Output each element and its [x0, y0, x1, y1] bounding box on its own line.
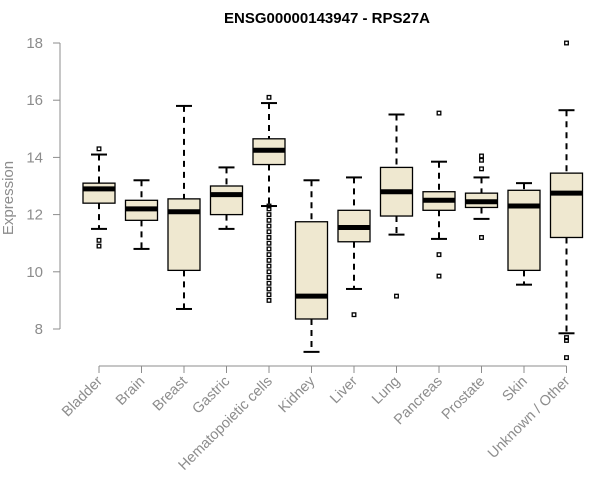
x-category-label: Kidney: [276, 373, 319, 416]
outlier-point: [479, 166, 484, 172]
outlier-point: [266, 263, 272, 269]
box-bladder: [82, 146, 116, 249]
y-tick-label: 14: [26, 149, 43, 166]
outlier-point: [266, 257, 272, 263]
y-tick-label: 8: [35, 321, 43, 338]
outlier-point: [266, 94, 272, 100]
outlier-point: [564, 355, 569, 361]
outlier-point: [266, 246, 272, 252]
outlier-point: [266, 297, 272, 303]
outlier-point: [266, 217, 272, 223]
chart-title: ENSG00000143947 - RPS27A: [224, 10, 430, 27]
box-hematopoietic-cells: [252, 94, 286, 303]
outlier-point: [436, 110, 442, 116]
outlier-point: [351, 312, 357, 318]
x-category-label: Lung: [369, 374, 403, 408]
x-category-label: Liver: [327, 373, 361, 407]
outlier-point: [564, 337, 569, 343]
y-tick-label: 12: [26, 207, 43, 224]
outlier-point: [266, 275, 272, 280]
iqr-box: [209, 185, 244, 216]
outlier-point: [266, 223, 272, 229]
iqr-box: [294, 221, 329, 320]
outlier-point: [96, 146, 102, 152]
box-lung: [379, 113, 414, 299]
outlier-point: [266, 229, 272, 235]
outlier-point: [266, 240, 272, 246]
outlier-point: [266, 280, 272, 286]
outlier-point: [436, 273, 442, 279]
outlier-point: [394, 293, 399, 299]
box-pancreas: [422, 110, 456, 279]
outlier-point: [266, 252, 272, 258]
outlier-point: [266, 292, 272, 298]
outlier-point: [436, 252, 442, 258]
box-breast: [167, 104, 201, 310]
y-axis: 8 10 12 14 16 18: [26, 35, 61, 338]
iqr-box: [82, 182, 116, 204]
iqr-box: [549, 172, 584, 239]
outlier-point: [96, 237, 102, 243]
y-tick-label: 16: [26, 92, 43, 109]
box-unknown-other: [549, 40, 584, 361]
box-gastric: [209, 166, 244, 230]
outlier-point: [564, 335, 569, 341]
iqr-box: [507, 189, 541, 272]
box-prostate: [464, 153, 499, 240]
outlier-point: [564, 40, 569, 46]
outlier-point: [266, 235, 272, 240]
x-category-label: Prostate: [439, 374, 488, 423]
x-category-label: Unknown / Other: [485, 373, 573, 461]
outlier-point: [266, 206, 272, 212]
outlier-point: [266, 269, 272, 275]
box-liver: [337, 176, 371, 318]
x-category-label: Skin: [500, 374, 531, 405]
outlier-point: [266, 203, 272, 209]
box-skin: [507, 182, 541, 286]
y-tick-label: 18: [26, 35, 43, 52]
y-tick-label: 10: [26, 264, 43, 281]
x-category-label: Brain: [113, 374, 148, 409]
x-category-label: Breast: [150, 374, 191, 415]
y-axis-label: Expression: [0, 161, 17, 235]
outlier-point: [479, 157, 484, 163]
x-category-label: Bladder: [59, 373, 106, 420]
box-series: [82, 40, 584, 361]
outlier-point: [479, 153, 484, 159]
box-kidney: [294, 179, 329, 353]
box-brain: [124, 179, 159, 250]
outlier-point: [266, 212, 272, 218]
outlier-point: [266, 286, 272, 292]
outlier-point: [96, 243, 102, 249]
outlier-point: [479, 235, 484, 240]
